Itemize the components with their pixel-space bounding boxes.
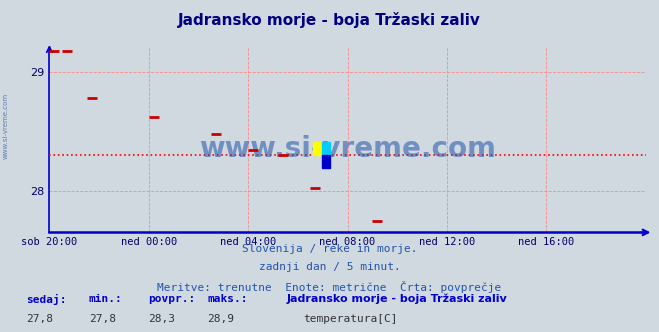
- Text: 27,8: 27,8: [26, 314, 53, 324]
- Text: temperatura[C]: temperatura[C]: [303, 314, 397, 324]
- Text: Jadransko morje - boja Tržaski zaliv: Jadransko morje - boja Tržaski zaliv: [287, 294, 507, 304]
- Bar: [313, 142, 322, 155]
- Text: Slovenija / reke in morje.: Slovenija / reke in morje.: [242, 244, 417, 254]
- Text: zadnji dan / 5 minut.: zadnji dan / 5 minut.: [258, 262, 401, 272]
- Bar: [322, 142, 330, 155]
- Text: 28,9: 28,9: [208, 314, 235, 324]
- Text: Jadransko morje - boja Tržaski zaliv: Jadransko morje - boja Tržaski zaliv: [178, 12, 481, 28]
- Text: maks.:: maks.:: [208, 294, 248, 304]
- Text: 28,3: 28,3: [148, 314, 175, 324]
- Text: www.si-vreme.com: www.si-vreme.com: [2, 93, 9, 159]
- Text: sedaj:: sedaj:: [26, 294, 67, 305]
- Text: Meritve: trenutne  Enote: metrične  Črta: povprečje: Meritve: trenutne Enote: metrične Črta: …: [158, 281, 501, 292]
- Text: min.:: min.:: [89, 294, 123, 304]
- Text: www.si-vreme.com: www.si-vreme.com: [199, 135, 496, 163]
- Text: 27,8: 27,8: [89, 314, 116, 324]
- Text: povpr.:: povpr.:: [148, 294, 196, 304]
- Bar: [322, 155, 330, 168]
